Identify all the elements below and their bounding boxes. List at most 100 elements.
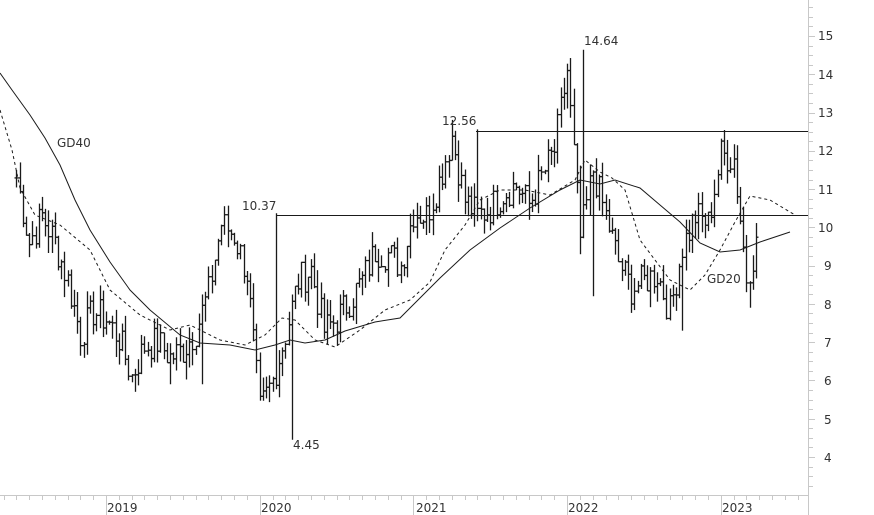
ohlc-bar bbox=[732, 144, 737, 178]
ohlc-bar bbox=[219, 224, 224, 246]
ohlc-bar bbox=[405, 245, 410, 278]
ohlc-bar bbox=[66, 270, 71, 287]
ohlc-bar bbox=[187, 327, 192, 368]
ohlc-bar bbox=[402, 264, 407, 277]
ohlc-bar bbox=[50, 219, 55, 253]
ohlc-bar bbox=[716, 169, 721, 198]
ohlc-bar bbox=[415, 202, 420, 239]
ohlc-bar bbox=[142, 336, 147, 354]
ohlc-bar bbox=[94, 313, 99, 332]
ohlc-bar bbox=[738, 186, 743, 225]
ohlc-bar bbox=[700, 192, 705, 233]
ohlc-bar bbox=[123, 315, 128, 366]
ohlc-bar bbox=[210, 264, 215, 294]
ohlc-bar bbox=[126, 355, 131, 381]
ohlc-bar bbox=[572, 88, 577, 146]
ohlc-bar bbox=[488, 206, 493, 231]
ohlc-bar bbox=[178, 328, 183, 362]
ohlc-bar bbox=[162, 332, 167, 360]
ohlc-bar bbox=[261, 377, 266, 401]
y-tick-12: 12 bbox=[818, 144, 833, 158]
ohlc-bar bbox=[303, 254, 308, 302]
ohlc-bar bbox=[719, 138, 724, 180]
ohlc-bar bbox=[434, 203, 439, 214]
ohlc-bar bbox=[363, 256, 368, 288]
ohlc-bar bbox=[591, 170, 596, 297]
ohlc-bar bbox=[392, 241, 397, 258]
y-tick-7: 7 bbox=[824, 336, 832, 350]
gd40-label: GD40 bbox=[57, 136, 91, 150]
ohlc-bar bbox=[56, 235, 61, 271]
ohlc-bar bbox=[309, 259, 314, 290]
ohlc-bar bbox=[136, 359, 141, 386]
ohlc-bar bbox=[463, 169, 468, 215]
ohlc-bar bbox=[190, 332, 195, 366]
ohlc-bar bbox=[319, 282, 324, 319]
ohlc-bar bbox=[367, 249, 372, 282]
ohlc-bar bbox=[546, 139, 551, 183]
x-axis-ticks bbox=[4, 496, 799, 515]
x-axis-labels: 2019 2020 2021 2022 2023 bbox=[107, 501, 753, 515]
ohlc-bar bbox=[523, 184, 528, 204]
ohlc-bar bbox=[254, 323, 259, 374]
ohlc-bar bbox=[277, 350, 282, 398]
ohlc-bar bbox=[174, 337, 179, 371]
ohlc-bar bbox=[456, 140, 461, 202]
y-axis-labels: 15 14 13 12 11 10 9 8 7 6 5 4 bbox=[818, 29, 833, 465]
ohlc-bar bbox=[354, 282, 359, 325]
ohlc-bar bbox=[709, 202, 714, 224]
ohlc-bar bbox=[37, 203, 42, 248]
ohlc-bar bbox=[725, 139, 730, 184]
ohlc-bar bbox=[418, 205, 423, 224]
ohlc-bar bbox=[642, 259, 647, 281]
ohlc-bar bbox=[693, 210, 698, 239]
ohlc-bar bbox=[485, 197, 490, 223]
gd40-line bbox=[0, 72, 791, 351]
ohlc-bar bbox=[290, 294, 295, 440]
ohlc-bar bbox=[677, 263, 682, 299]
ohlc-bar bbox=[504, 192, 509, 213]
ohlc-bar bbox=[158, 324, 163, 353]
y-tick-15: 15 bbox=[818, 29, 833, 43]
ohlc-bar bbox=[283, 342, 288, 359]
ohlc-bar bbox=[357, 268, 362, 288]
ohlc-bar bbox=[312, 253, 317, 289]
ohlc-bar bbox=[43, 208, 48, 237]
ohlc-bar bbox=[133, 368, 138, 392]
ohlc-bar bbox=[712, 179, 717, 228]
ohlc-bar bbox=[539, 166, 544, 181]
ohlc-bar bbox=[687, 219, 692, 253]
ohlc-bar bbox=[296, 273, 301, 295]
ohlc-bar bbox=[530, 193, 535, 213]
ohlc-bar bbox=[597, 174, 602, 211]
ohlc-bar bbox=[735, 145, 740, 204]
ohlc-bar bbox=[408, 213, 413, 259]
gd20-label: GD20 bbox=[707, 272, 741, 286]
x-tick-2023: 2023 bbox=[722, 501, 753, 515]
ohlc-bar bbox=[610, 217, 615, 234]
y-tick-10: 10 bbox=[818, 221, 833, 235]
ohlc-bar bbox=[200, 294, 205, 385]
ohlc-bar bbox=[475, 129, 480, 222]
ohlc-bar bbox=[69, 269, 74, 309]
ohlc-bar bbox=[424, 197, 429, 236]
ohlc-bar bbox=[184, 340, 189, 380]
ohlc-bar bbox=[165, 342, 170, 364]
ohlc-bar bbox=[421, 219, 426, 229]
y-tick-8: 8 bbox=[824, 298, 832, 312]
ohlc-bar bbox=[331, 315, 336, 337]
ohlc-bar bbox=[482, 208, 487, 234]
ohlc-bar bbox=[466, 186, 471, 217]
ohlc-bar bbox=[338, 294, 343, 343]
x-tick-2022: 2022 bbox=[568, 501, 599, 515]
ohlc-bar bbox=[620, 258, 625, 282]
ohlc-bar bbox=[514, 182, 519, 191]
ohlc-bar bbox=[168, 343, 173, 385]
ohlc-bar bbox=[114, 309, 119, 358]
ohlc-bar bbox=[341, 290, 346, 316]
y-tick-5: 5 bbox=[824, 413, 832, 427]
ohlc-bar bbox=[98, 285, 103, 329]
ohlc-bar bbox=[437, 165, 442, 213]
ohlc-bar bbox=[14, 170, 19, 188]
